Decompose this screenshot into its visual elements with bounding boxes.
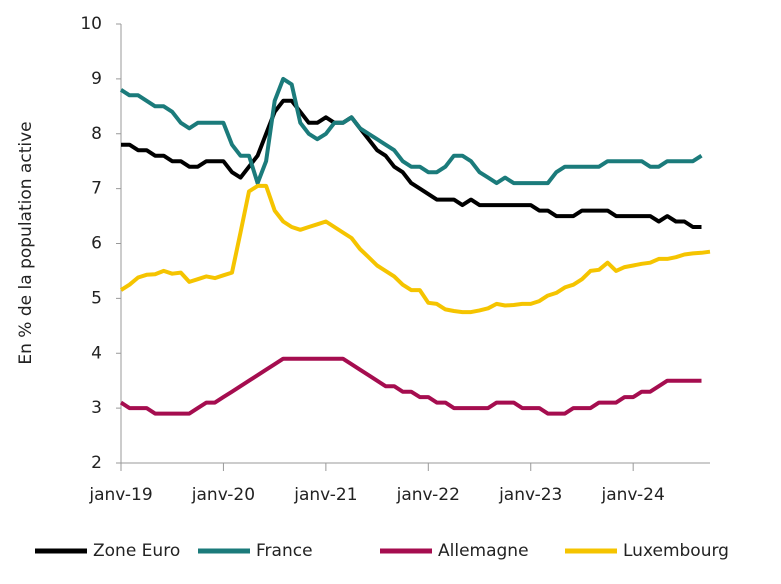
y-tick-label: 3 bbox=[91, 398, 102, 418]
series-line bbox=[119, 183, 711, 315]
y-tick-label: 7 bbox=[91, 179, 102, 199]
legend-label: Allemagne bbox=[438, 541, 529, 561]
x-tick-label: janv-20 bbox=[191, 485, 255, 505]
series-line bbox=[119, 356, 702, 416]
y-tick-label: 10 bbox=[80, 14, 102, 34]
x-tick-label: janv-23 bbox=[498, 485, 562, 505]
y-tick-label: 6 bbox=[91, 234, 102, 254]
series-line bbox=[119, 76, 703, 186]
y-tick-label: 8 bbox=[91, 124, 102, 144]
legend-label: Zone Euro bbox=[93, 541, 180, 561]
x-tick-label: janv-22 bbox=[396, 485, 460, 505]
y-tick-label: 9 bbox=[91, 69, 102, 89]
legend-label: Luxembourg bbox=[623, 541, 729, 561]
series-line bbox=[121, 98, 702, 229]
y-axis-label: En % de la population active bbox=[16, 121, 36, 364]
legend-label: France bbox=[256, 541, 313, 561]
y-tick-label: 5 bbox=[91, 288, 102, 308]
x-tick-label: janv-19 bbox=[88, 485, 152, 505]
x-tick-label: janv-24 bbox=[601, 485, 665, 505]
y-tick-label: 2 bbox=[91, 453, 102, 473]
x-tick-label: janv-21 bbox=[293, 485, 357, 505]
y-tick-label: 4 bbox=[91, 343, 102, 363]
